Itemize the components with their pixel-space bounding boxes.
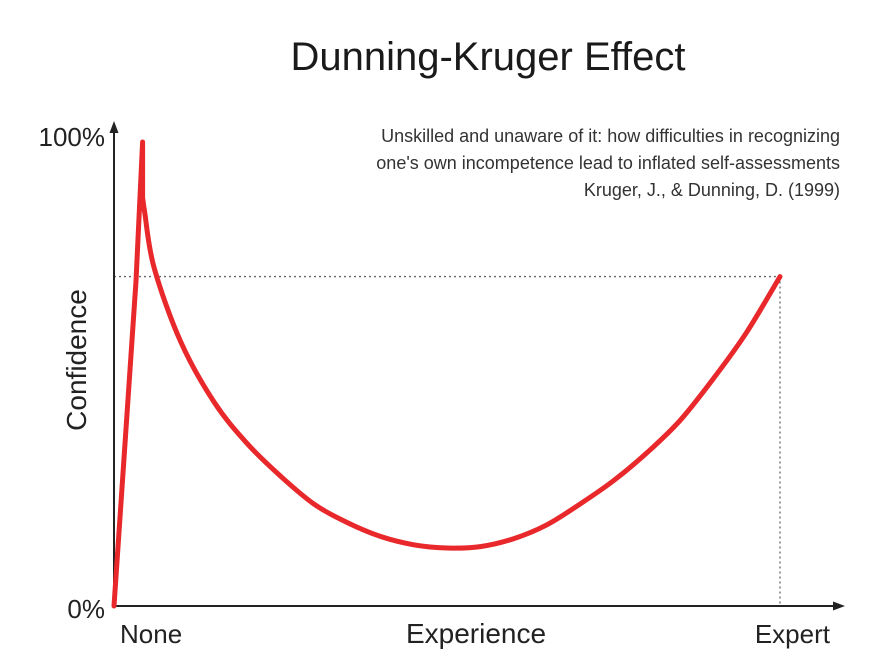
y-axis-arrow — [109, 121, 119, 133]
citation-line-3: Kruger, J., & Dunning, D. (1999) — [584, 180, 840, 200]
citation-line-2: one's own incompetence lead to inflated … — [376, 153, 840, 173]
y-axis-label: Confidence — [61, 289, 92, 431]
axes — [109, 121, 845, 611]
y-tick-label-top: 100% — [39, 122, 106, 152]
x-tick-label-end: Expert — [755, 619, 831, 649]
y-tick-label-bottom: 0% — [67, 594, 105, 624]
series-curve — [111, 139, 783, 609]
chart-title: Dunning-Kruger Effect — [290, 35, 685, 79]
x-axis-label: Experience — [406, 618, 546, 649]
x-axis-arrow — [833, 601, 845, 611]
reference-guides — [114, 275, 781, 606]
citation-line-1: Unskilled and unaware of it: how difficu… — [381, 126, 840, 146]
x-tick-label-start: None — [120, 619, 182, 649]
